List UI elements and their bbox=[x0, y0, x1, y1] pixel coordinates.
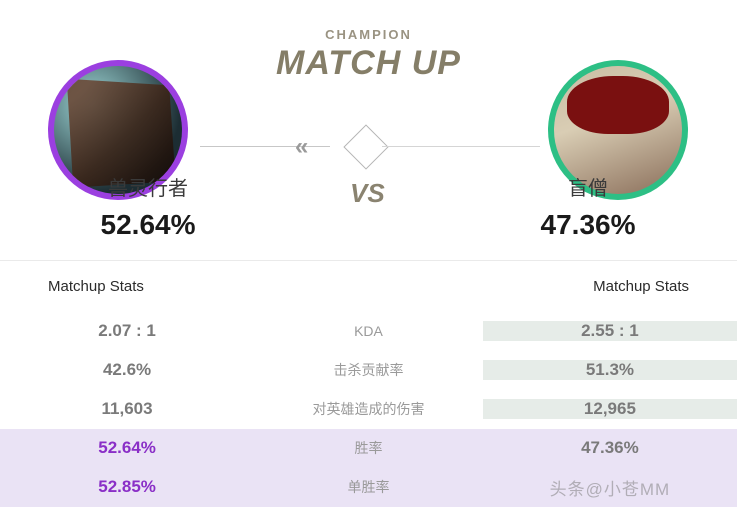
table-row: 42.6% 击杀贡献率 51.3% bbox=[0, 350, 737, 389]
table-rows: 2.07 : 1 KDA 2.55 : 1 42.6% 击杀贡献率 51.3% … bbox=[0, 311, 737, 507]
matchup-stats-table: Matchup Stats Matchup Stats 2.07 : 1 KDA… bbox=[0, 260, 737, 506]
table-row: 11,603 对英雄造成的伤害 12,965 bbox=[0, 389, 737, 428]
divider-decoration: « bbox=[200, 127, 540, 167]
top-section: CHAMPION MATCH UP « 兽灵行者 52.64% 盲僧 47.36… bbox=[0, 0, 737, 260]
vs-label: VS bbox=[350, 178, 385, 209]
champion-stat-left: 兽灵行者 52.64% bbox=[48, 172, 248, 241]
champion-stat-right: 盲僧 47.36% bbox=[488, 172, 688, 241]
table-row: 52.64% 胜率 47.36% bbox=[0, 429, 737, 468]
table-row: 52.85% 单胜率 头条@小苍MM bbox=[0, 468, 737, 507]
watermark-overlay: 头条@小苍MM bbox=[550, 480, 671, 499]
table-header: Matchup Stats Matchup Stats bbox=[0, 261, 737, 311]
page-title: CHAMPION MATCH UP bbox=[0, 27, 737, 83]
table-header-right: Matchup Stats bbox=[485, 278, 737, 295]
table-row: 2.07 : 1 KDA 2.55 : 1 bbox=[0, 311, 737, 350]
champion-matchup-panel: CHAMPION MATCH UP « 兽灵行者 52.64% 盲僧 47.36… bbox=[0, 0, 737, 506]
double-chevron-left-icon: « bbox=[295, 133, 304, 161]
table-header-left: Matchup Stats bbox=[0, 278, 252, 295]
diamond-icon bbox=[343, 124, 388, 169]
